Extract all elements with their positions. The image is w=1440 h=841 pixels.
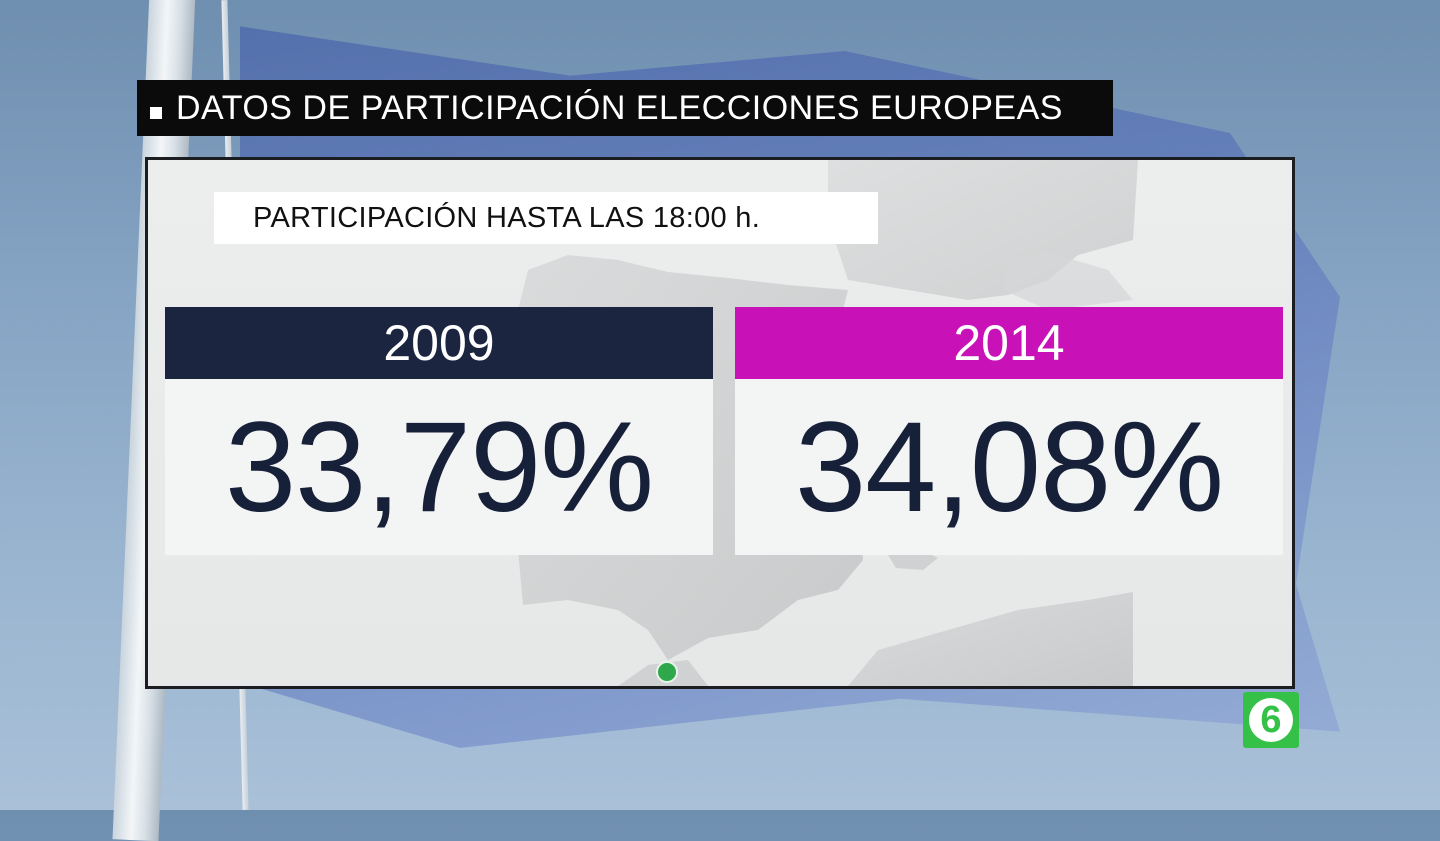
card-value: 34,08% <box>735 379 1283 555</box>
title-bar: DATOS DE PARTICIPACIÓN ELECCIONES EUROPE… <box>137 80 1113 136</box>
card-year: 2014 <box>735 307 1283 379</box>
card-year: 2009 <box>165 307 713 379</box>
card-value: 33,79% <box>165 379 713 555</box>
card-2014: 2014 34,08% <box>735 307 1283 555</box>
channel-logo: 6 <box>1243 692 1299 748</box>
subtitle-box: PARTICIPACIÓN HASTA LAS 18:00 h. <box>214 192 878 244</box>
subtitle-text: PARTICIPACIÓN HASTA LAS 18:00 h. <box>253 201 761 234</box>
bullet-square-icon <box>150 107 162 119</box>
location-dot-icon <box>656 661 678 683</box>
channel-logo-glyph: 6 <box>1249 698 1293 742</box>
card-2009: 2009 33,79% <box>165 307 713 555</box>
participation-panel: PARTICIPACIÓN HASTA LAS 18:00 h. 2009 33… <box>145 157 1295 689</box>
title-text: DATOS DE PARTICIPACIÓN ELECCIONES EUROPE… <box>176 88 1063 127</box>
